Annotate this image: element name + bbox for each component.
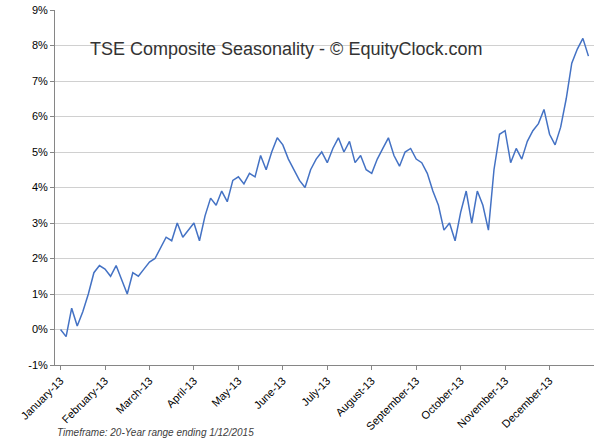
svg-text:TSE Composite Seasonality - ©: TSE Composite Seasonality - © EquityCloc… (90, 39, 482, 59)
svg-text:November-13: November-13 (455, 375, 511, 431)
svg-text:May-13: May-13 (209, 375, 243, 409)
svg-text:April-13: April-13 (164, 375, 199, 410)
svg-text:2%: 2% (32, 252, 48, 264)
svg-text:4%: 4% (32, 181, 48, 193)
svg-text:June-13: June-13 (252, 375, 289, 412)
svg-text:Timeframe: 20-Year range endin: Timeframe: 20-Year range ending 1/12/201… (57, 427, 254, 438)
svg-text:5%: 5% (32, 146, 48, 158)
svg-text:0%: 0% (32, 323, 48, 335)
svg-text:January-13: January-13 (18, 375, 65, 422)
svg-text:1%: 1% (32, 288, 48, 300)
svg-text:July-13: July-13 (299, 375, 333, 409)
svg-text:December-13: December-13 (499, 375, 555, 431)
svg-text:6%: 6% (32, 110, 48, 122)
svg-text:-1%: -1% (28, 359, 48, 371)
svg-text:3%: 3% (32, 217, 48, 229)
svg-text:September-13: September-13 (364, 375, 422, 433)
svg-text:February-13: February-13 (59, 375, 110, 426)
svg-text:August-13: August-13 (333, 375, 377, 419)
svg-text:9%: 9% (32, 4, 48, 16)
svg-text:March-13: March-13 (113, 375, 154, 416)
svg-text:7%: 7% (32, 75, 48, 87)
svg-text:8%: 8% (32, 39, 48, 51)
svg-text:October-13: October-13 (419, 375, 466, 422)
